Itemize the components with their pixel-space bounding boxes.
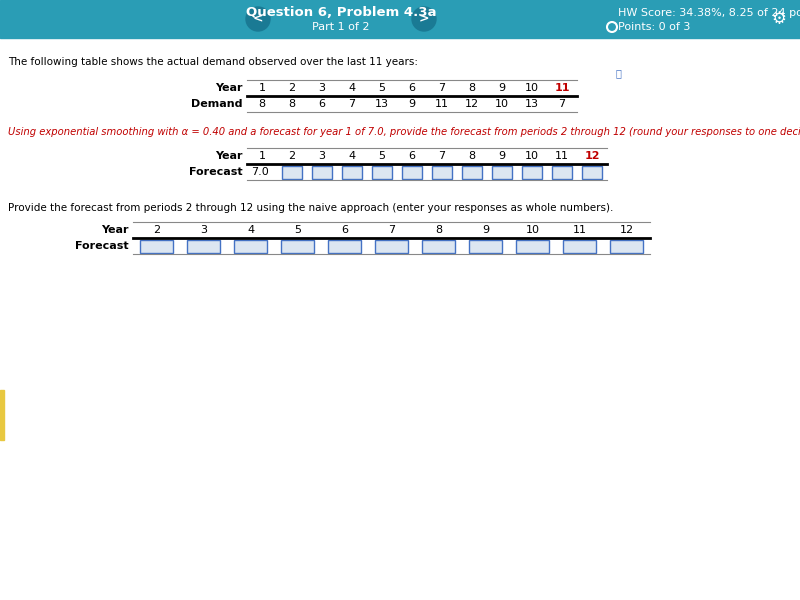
- Text: ⚙: ⚙: [771, 10, 786, 28]
- Text: 12: 12: [584, 151, 600, 161]
- Text: 5: 5: [294, 225, 301, 235]
- FancyBboxPatch shape: [312, 166, 332, 179]
- Text: 10: 10: [495, 99, 509, 109]
- Text: 10: 10: [525, 151, 539, 161]
- FancyBboxPatch shape: [234, 240, 267, 253]
- FancyBboxPatch shape: [610, 240, 643, 253]
- Text: 6: 6: [318, 99, 326, 109]
- Text: Year: Year: [102, 225, 129, 235]
- Text: Points: 0 of 3: Points: 0 of 3: [618, 22, 690, 32]
- FancyBboxPatch shape: [372, 166, 392, 179]
- Text: 9: 9: [482, 225, 489, 235]
- Text: Provide the forecast from periods 2 through 12 using the naive approach (enter y: Provide the forecast from periods 2 thro…: [8, 203, 614, 213]
- Text: 1: 1: [258, 151, 266, 161]
- Text: 3: 3: [318, 83, 326, 93]
- Text: Using exponential smoothing with α = 0.40 and a forecast for year 1 of 7.0, prov: Using exponential smoothing with α = 0.4…: [8, 127, 800, 137]
- Text: 8: 8: [289, 99, 295, 109]
- Text: 8: 8: [469, 83, 475, 93]
- FancyBboxPatch shape: [402, 166, 422, 179]
- FancyBboxPatch shape: [582, 166, 602, 179]
- Text: 7: 7: [438, 151, 446, 161]
- FancyBboxPatch shape: [563, 240, 596, 253]
- Text: ⎘: ⎘: [615, 68, 621, 78]
- Text: 7: 7: [558, 99, 566, 109]
- Text: 7.0: 7.0: [251, 167, 269, 177]
- Text: 6: 6: [341, 225, 348, 235]
- Text: Forecast: Forecast: [75, 241, 129, 251]
- Text: Year: Year: [215, 83, 243, 93]
- Text: 8: 8: [469, 151, 475, 161]
- Text: 12: 12: [619, 225, 634, 235]
- Text: 12: 12: [465, 99, 479, 109]
- Text: 9: 9: [498, 83, 506, 93]
- Text: Question 6, Problem 4.3a: Question 6, Problem 4.3a: [246, 7, 436, 19]
- Bar: [0, 390, 4, 440]
- Text: 4: 4: [247, 225, 254, 235]
- Text: The following table shows the actual demand observed over the last 11 years:: The following table shows the actual dem…: [8, 57, 418, 67]
- Text: 13: 13: [525, 99, 539, 109]
- Text: 3: 3: [318, 151, 326, 161]
- Text: Forecast: Forecast: [190, 167, 243, 177]
- Text: 7: 7: [388, 225, 395, 235]
- FancyBboxPatch shape: [432, 166, 452, 179]
- FancyBboxPatch shape: [342, 166, 362, 179]
- Text: 4: 4: [349, 83, 355, 93]
- Text: >: >: [418, 13, 430, 25]
- Text: 11: 11: [435, 99, 449, 109]
- FancyBboxPatch shape: [422, 240, 455, 253]
- Text: 4: 4: [349, 151, 355, 161]
- Text: 9: 9: [498, 151, 506, 161]
- FancyBboxPatch shape: [462, 166, 482, 179]
- FancyBboxPatch shape: [522, 166, 542, 179]
- Text: 3: 3: [200, 225, 207, 235]
- FancyBboxPatch shape: [281, 240, 314, 253]
- Circle shape: [246, 7, 270, 31]
- FancyBboxPatch shape: [375, 240, 408, 253]
- FancyBboxPatch shape: [552, 166, 572, 179]
- FancyBboxPatch shape: [187, 240, 220, 253]
- Text: 2: 2: [153, 225, 160, 235]
- Text: 6: 6: [409, 83, 415, 93]
- FancyBboxPatch shape: [516, 240, 549, 253]
- Text: Demand: Demand: [191, 99, 243, 109]
- Text: 11: 11: [573, 225, 586, 235]
- Text: 2: 2: [289, 151, 295, 161]
- Text: 13: 13: [375, 99, 389, 109]
- Text: 1: 1: [258, 83, 266, 93]
- Text: 7: 7: [349, 99, 355, 109]
- Text: <: <: [253, 13, 263, 25]
- Text: 9: 9: [409, 99, 415, 109]
- Circle shape: [412, 7, 436, 31]
- Text: 11: 11: [554, 83, 570, 93]
- Text: 5: 5: [378, 83, 386, 93]
- FancyBboxPatch shape: [328, 240, 361, 253]
- Text: 7: 7: [438, 83, 446, 93]
- Text: Part 1 of 2: Part 1 of 2: [312, 22, 370, 32]
- Text: 5: 5: [378, 151, 386, 161]
- Text: 2: 2: [289, 83, 295, 93]
- Text: 11: 11: [555, 151, 569, 161]
- Text: HW Score: 34.38%, 8.25 of 24 points: HW Score: 34.38%, 8.25 of 24 points: [618, 8, 800, 18]
- FancyBboxPatch shape: [282, 166, 302, 179]
- Text: Year: Year: [215, 151, 243, 161]
- Text: 10: 10: [526, 225, 539, 235]
- Bar: [0, 0, 800, 38]
- Text: 6: 6: [409, 151, 415, 161]
- FancyBboxPatch shape: [469, 240, 502, 253]
- FancyBboxPatch shape: [140, 240, 173, 253]
- FancyBboxPatch shape: [492, 166, 512, 179]
- Text: 8: 8: [435, 225, 442, 235]
- Text: 10: 10: [525, 83, 539, 93]
- Text: 8: 8: [258, 99, 266, 109]
